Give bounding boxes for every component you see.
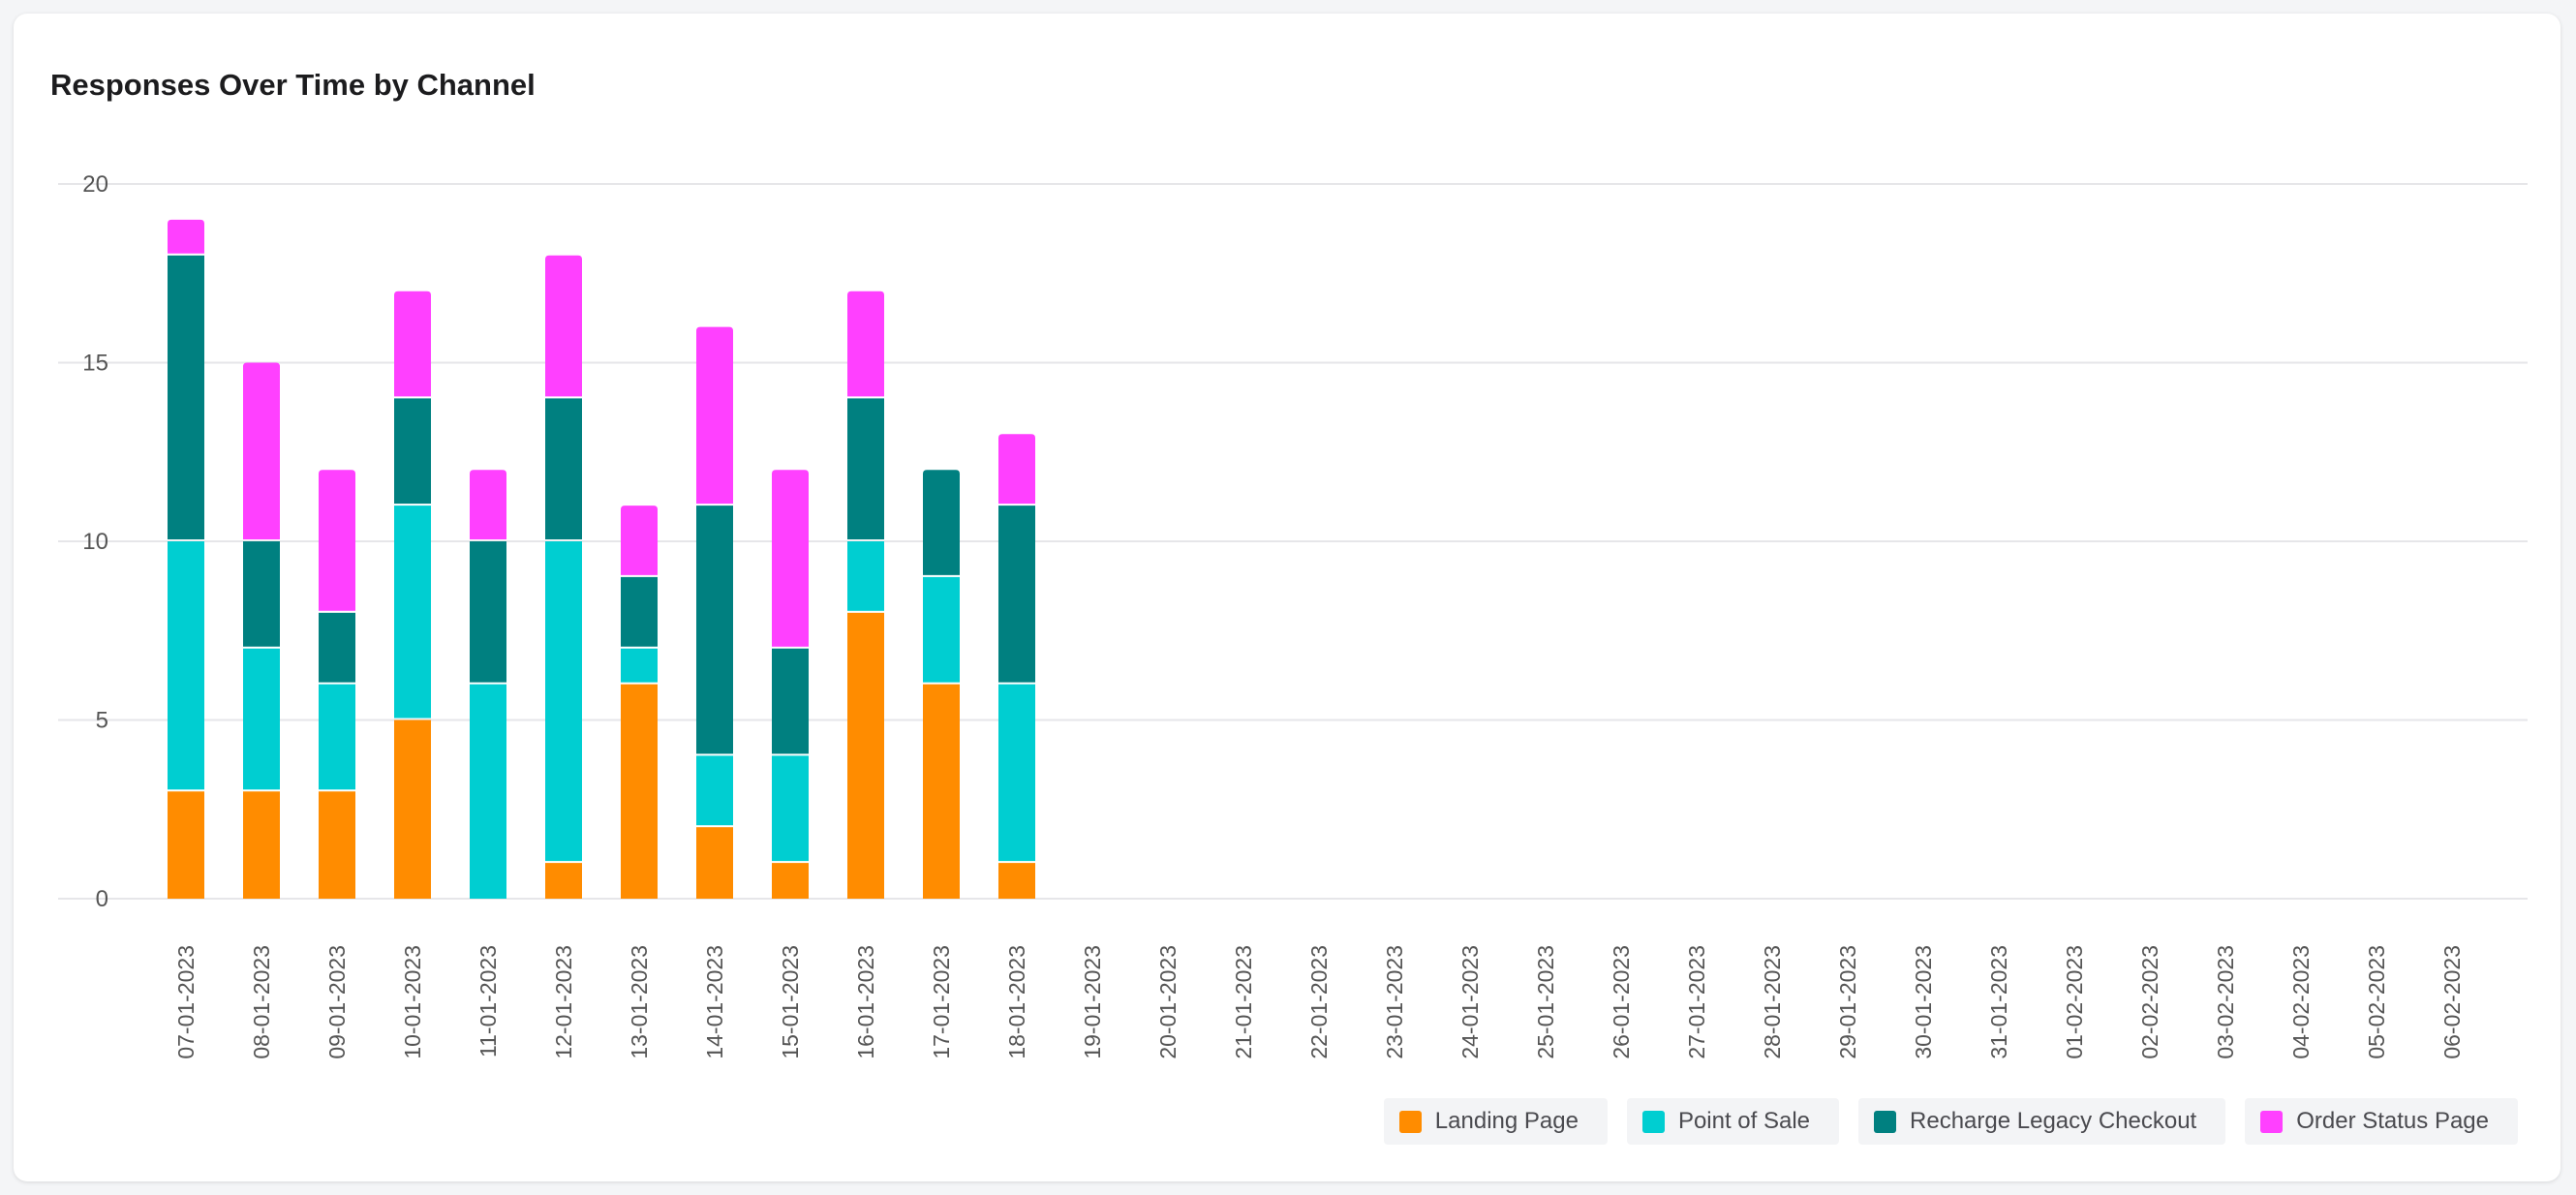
bar-segment[interactable] [998,863,1035,899]
bar-segment[interactable] [319,470,355,611]
bar-segment[interactable] [243,648,280,790]
legend-label: Order Status Page [2296,1108,2489,1134]
bar-segment[interactable] [696,506,733,754]
x-tick-label: 26-01-2023 [1609,945,1634,1059]
bar-segment[interactable] [847,291,884,397]
bar-segment[interactable] [998,506,1035,683]
x-tick-label: 21-01-2023 [1231,945,1256,1059]
bar-segment[interactable] [847,612,884,899]
x-tick-label: 28-01-2023 [1760,945,1785,1059]
bar-segment[interactable] [621,684,658,899]
x-tick-label: 19-01-2023 [1080,945,1105,1059]
stacked-bar-chart: 0 5 10 15 20 07-01-2023 08-01-2023 09-01-2023 10… [58,171,2528,1059]
bar-segment[interactable] [696,326,733,505]
y-tick-label: 10 [82,529,108,555]
bar-segment[interactable] [545,255,582,397]
x-tick-label: 08-01-2023 [249,945,274,1059]
y-tick-label: 0 [96,886,108,912]
x-tick-label: 22-01-2023 [1306,945,1332,1059]
bar-segment[interactable] [168,541,204,790]
bar-segment[interactable] [696,827,733,899]
x-tick-label: 03-02-2023 [2213,945,2238,1059]
x-tick-label: 30-01-2023 [1911,945,1936,1059]
x-tick-label: 12-01-2023 [551,945,576,1059]
x-tick-label: 14-01-2023 [702,945,727,1059]
bar-segment[interactable] [621,576,658,647]
bar-segment[interactable] [168,219,204,254]
x-tick-label: 09-01-2023 [324,945,350,1059]
bar-segment[interactable] [923,576,960,683]
legend-swatch [1874,1110,1897,1133]
x-tick-label: 11-01-2023 [475,945,501,1057]
bar-segment[interactable] [470,541,506,683]
bar-segment[interactable] [243,362,280,540]
x-tick-label: 16-01-2023 [853,945,878,1059]
bar-segment[interactable] [847,541,884,611]
bar-segment[interactable] [243,791,280,899]
legend-label: Landing Page [1434,1108,1579,1134]
bar-segment[interactable] [923,684,960,899]
bar-segment[interactable] [923,470,960,575]
bar-segment[interactable] [772,470,809,647]
x-tick-label: 31-01-2023 [1986,945,2011,1059]
legend-item[interactable]: Order Status Page [2245,1098,2518,1145]
bar-segment[interactable] [621,648,658,683]
x-tick-label: 20-01-2023 [1155,945,1181,1059]
legend-label: Recharge Legacy Checkout [1910,1108,2197,1134]
legend-swatch [2260,1110,2284,1133]
bar-segment[interactable] [847,398,884,539]
bar-segment[interactable] [772,863,809,899]
bar-segment[interactable] [168,791,204,899]
bar-segment[interactable] [394,398,431,505]
legend-swatch [1641,1110,1665,1133]
x-tick-label: 04-02-2023 [2288,945,2314,1059]
chart-card: Responses Over Time by Channel 0 5 10 15 20 0… [14,14,2561,1181]
x-tick-label: 02-02-2023 [2137,945,2162,1059]
bar-segment[interactable] [772,755,809,862]
bar-segment[interactable] [621,506,658,575]
x-tick-label: 13-01-2023 [627,945,652,1059]
x-tick-label: 10-01-2023 [400,945,425,1059]
bar-segment[interactable] [470,470,506,539]
bar-segment[interactable] [319,612,355,683]
bar-segment[interactable] [319,684,355,790]
x-tick-label: 18-01-2023 [1004,945,1029,1059]
bar-segment[interactable] [545,398,582,539]
legend-item[interactable]: Point of Sale [1626,1098,1840,1145]
bar-segment[interactable] [545,541,582,862]
x-tick-label: 15-01-2023 [778,945,803,1059]
x-tick-label: 01-02-2023 [2062,945,2087,1059]
bar-segment[interactable] [168,255,204,539]
x-tick-label: 23-01-2023 [1382,945,1407,1059]
bar-segment[interactable] [545,863,582,899]
chart-title: Responses Over Time by Channel [50,68,536,102]
legend-label: Point of Sale [1677,1108,1811,1134]
bar-segment[interactable] [394,506,431,719]
x-tick-label: 05-02-2023 [2364,945,2389,1059]
x-tick-label: 27-01-2023 [1684,945,1709,1059]
bar-segment[interactable] [998,434,1035,505]
legend-item[interactable]: Landing Page [1383,1098,1608,1145]
bar-segment[interactable] [243,541,280,647]
bar-segment[interactable] [319,791,355,899]
y-tick-label: 15 [82,351,108,377]
x-tick-label: 17-01-2023 [929,945,954,1059]
bar-segment[interactable] [394,720,431,900]
chart-legend: Landing Page Point of Sale Recharge Legacy… [1383,1098,2518,1145]
bar-segment[interactable] [394,291,431,397]
x-tick-label: 24-01-2023 [1457,945,1483,1059]
x-tick-label: 29-01-2023 [1835,945,1860,1059]
bar-segment[interactable] [696,755,733,826]
bar-segment[interactable] [998,684,1035,862]
y-tick-label: 20 [82,171,108,198]
y-tick-label: 5 [96,708,108,734]
x-tick-label: 06-02-2023 [2439,945,2465,1059]
bar-segment[interactable] [772,648,809,754]
legend-swatch [1398,1110,1422,1133]
x-tick-label: 07-01-2023 [173,945,199,1059]
bar-segment[interactable] [470,684,506,899]
x-tick-label: 25-01-2023 [1533,945,1558,1059]
legend-item[interactable]: Recharge Legacy Checkout [1858,1098,2226,1145]
